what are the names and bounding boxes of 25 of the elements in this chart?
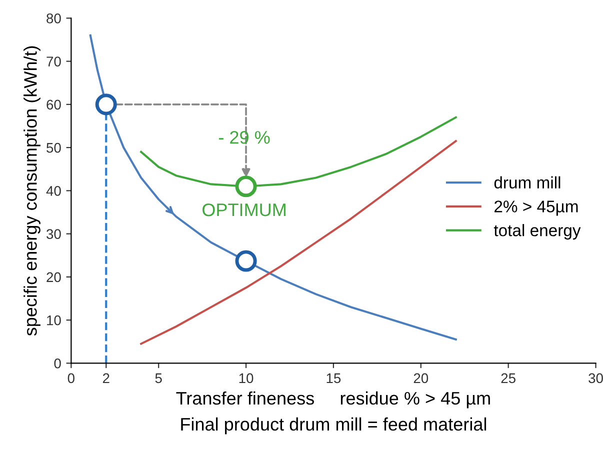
line-series bbox=[89, 34, 457, 341]
y-tick-label: 20 bbox=[46, 272, 61, 282]
x-tick-label: 5 bbox=[155, 373, 162, 384]
x-tick-label: 2 bbox=[102, 373, 110, 383]
y-tick-label: 80 bbox=[46, 13, 61, 24]
legend-label: drum mill bbox=[494, 176, 560, 189]
y-tick-label: 10 bbox=[47, 315, 61, 326]
y-tick-label: 50 bbox=[46, 142, 61, 153]
x-tick-label: 10 bbox=[239, 373, 254, 384]
legend-label: 2% > 45µm bbox=[494, 200, 578, 216]
y-axis-title: specific energy consumption (kWh/t) bbox=[24, 46, 40, 336]
y-tick-label: 0 bbox=[54, 358, 61, 368]
annotation: OPTIMUM bbox=[202, 203, 286, 216]
y-tick-label: 40 bbox=[46, 186, 61, 196]
y-tick-label: 70 bbox=[46, 56, 61, 66]
y-tick-label: 60 bbox=[46, 100, 61, 110]
x-tick-label: 20 bbox=[414, 373, 428, 384]
x-tick-label: 15 bbox=[326, 373, 341, 384]
y-tick-label: 30 bbox=[46, 229, 61, 239]
annotation: - 29 % bbox=[218, 130, 270, 144]
legend-label: total energy bbox=[494, 224, 581, 240]
x-tick-label: 25 bbox=[501, 373, 516, 384]
x-tick-label: 0 bbox=[68, 373, 74, 384]
x-axis-title: Transfer fineness residue % > 45 µm Final product drum mill = feed material bbox=[176, 391, 490, 434]
x-tick-label: 30 bbox=[588, 373, 603, 384]
